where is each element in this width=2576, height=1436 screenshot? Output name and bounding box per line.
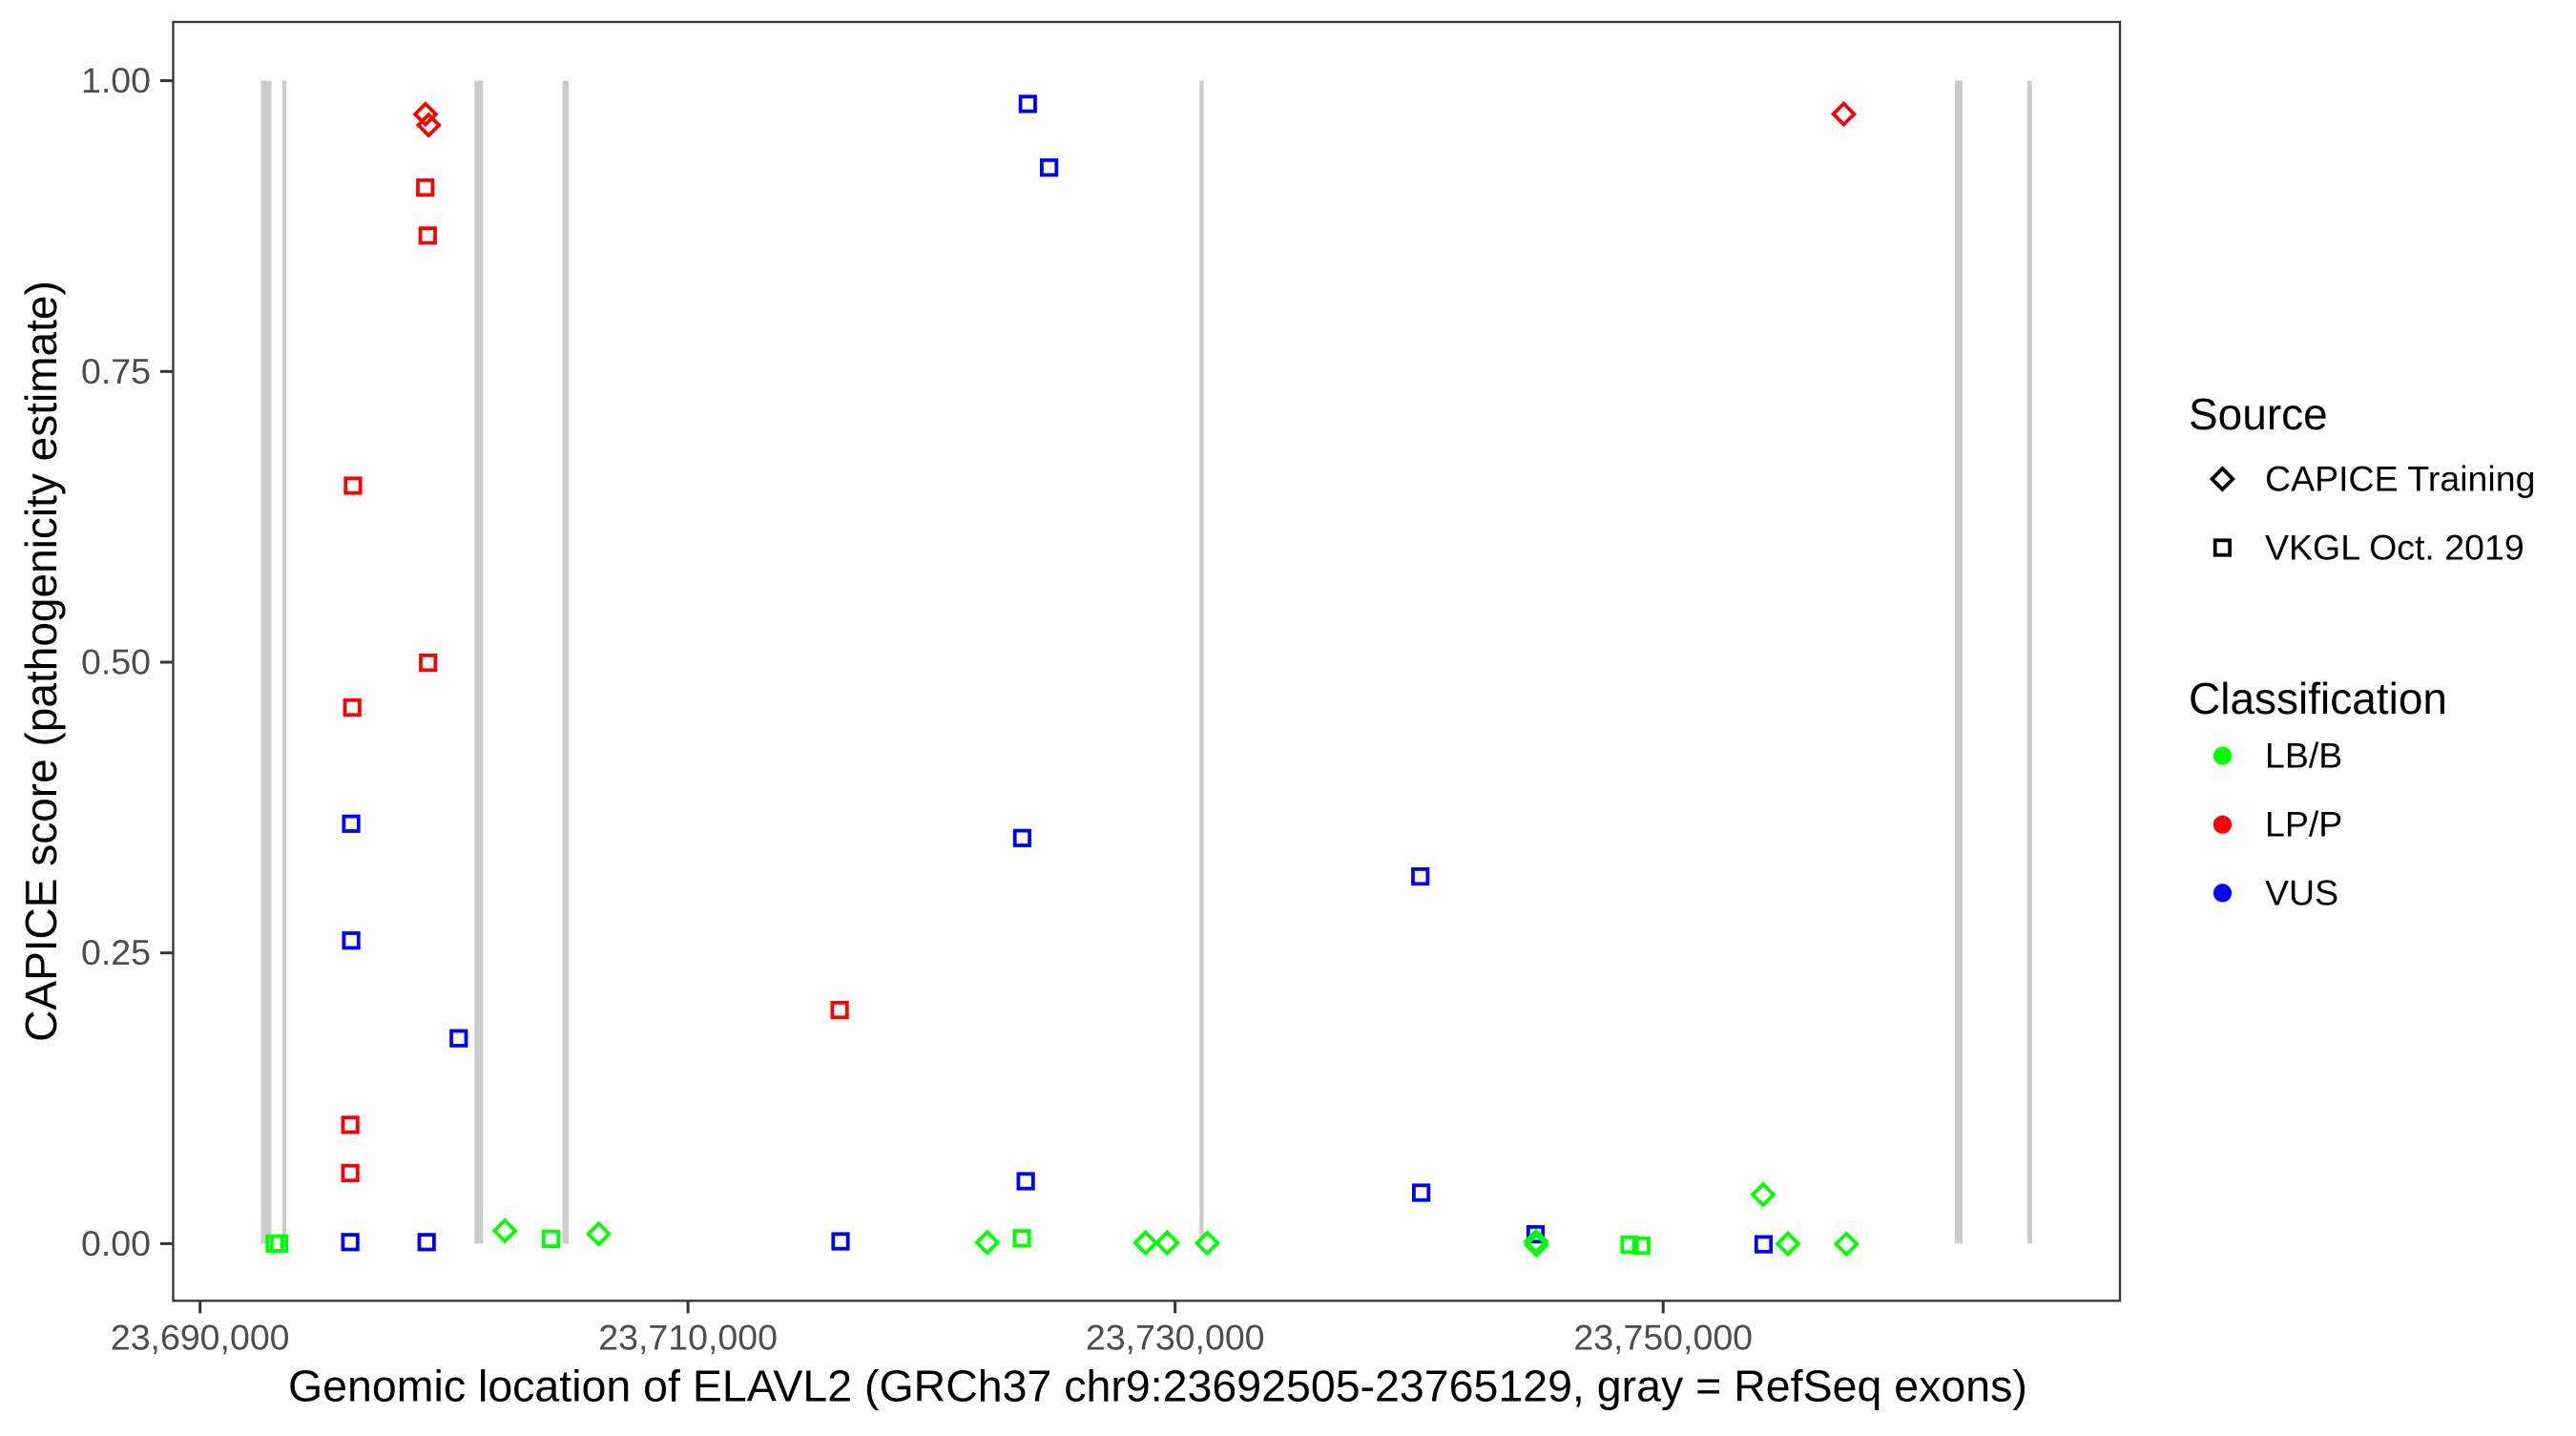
svg-text:VKGL Oct. 2019: VKGL Oct. 2019: [2265, 528, 2524, 568]
svg-text:Classification: Classification: [2189, 674, 2447, 723]
svg-text:0.00: 0.00: [81, 1223, 151, 1263]
svg-text:Source: Source: [2189, 389, 2328, 439]
svg-text:1.00: 1.00: [81, 60, 151, 100]
svg-text:VUS: VUS: [2265, 872, 2338, 912]
svg-text:LP/P: LP/P: [2265, 804, 2342, 844]
svg-text:0.75: 0.75: [81, 351, 151, 391]
svg-text:0.25: 0.25: [81, 932, 151, 972]
svg-text:CAPICE Training: CAPICE Training: [2265, 459, 2535, 499]
svg-text:23,730,000: 23,730,000: [1086, 1318, 1265, 1358]
svg-text:Genomic location of ELAVL2 (GR: Genomic location of ELAVL2 (GRCh37 chr9:…: [288, 1362, 2027, 1411]
svg-text:LB/B: LB/B: [2265, 736, 2342, 776]
svg-text:23,710,000: 23,710,000: [598, 1318, 778, 1358]
svg-text:23,750,000: 23,750,000: [1573, 1318, 1753, 1358]
svg-text:23,690,000: 23,690,000: [111, 1318, 290, 1358]
svg-text:CAPICE score (pathogenicity es: CAPICE score (pathogenicity estimate): [16, 281, 66, 1042]
svg-text:0.50: 0.50: [81, 642, 151, 682]
